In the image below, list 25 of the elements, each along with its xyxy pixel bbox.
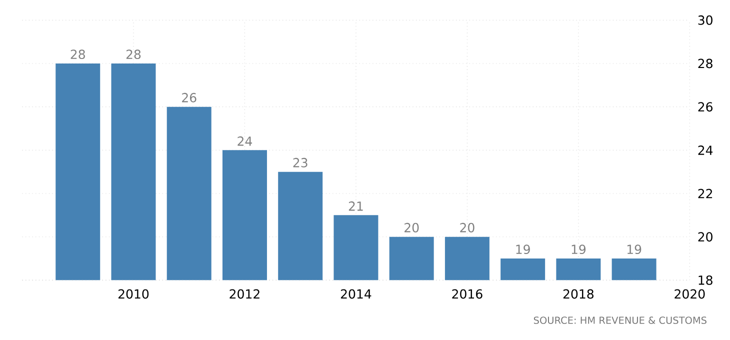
y-tick-label: 28: [698, 58, 712, 68]
x-tick-label: 2014: [340, 289, 372, 299]
data-label: 23: [293, 158, 308, 168]
x-tick-label: 2010: [118, 289, 149, 299]
y-tick-label: 22: [698, 188, 712, 198]
x-tick-label: 2016: [452, 289, 482, 299]
data-label: 28: [126, 50, 141, 60]
data-label: 21: [348, 201, 363, 211]
y-tick-label: 18: [698, 275, 712, 285]
data-label: 26: [182, 92, 196, 102]
x-tick-label: 2020: [674, 289, 705, 299]
x-tick-label: 2012: [230, 289, 260, 299]
data-label: 19: [627, 244, 642, 254]
data-label: 19: [572, 244, 586, 254]
data-label: 19: [516, 244, 530, 254]
y-tick-label: 20: [698, 232, 712, 242]
data-label: 20: [460, 222, 474, 232]
y-tick-label: 24: [698, 146, 713, 155]
x-tick-label: 2018: [563, 289, 594, 299]
y-tick-label: 26: [698, 102, 713, 112]
data-label: 28: [70, 50, 85, 60]
y-tick-label: 30: [698, 15, 712, 25]
data-label: 20: [404, 222, 419, 232]
source-note: SOURCE: HM REVENUE & CUSTOMS: [534, 316, 706, 324]
data-label: 24: [238, 136, 252, 146]
